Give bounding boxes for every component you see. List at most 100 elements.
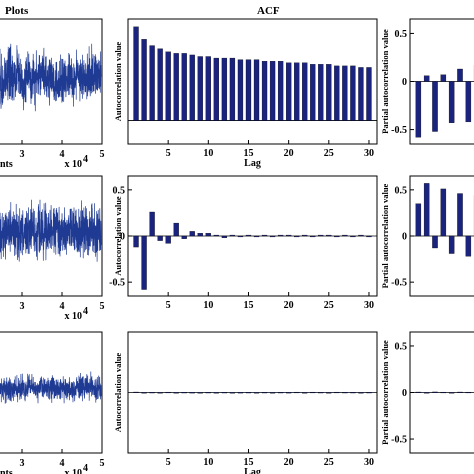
pacf2-bar: [440, 188, 447, 237]
acf2-bar: [213, 234, 219, 237]
acf2-panel: 5 10 15 20 25 30 0.5 0 -0.5 Autocorrelation value: [109, 175, 378, 311]
ts3-x-tick-label: 3: [20, 458, 25, 469]
acf2-x-tick-label: 10: [203, 300, 213, 311]
acf2-bar: [269, 235, 276, 238]
acf3-bar: [237, 392, 244, 394]
acf2-x-tick-label: 25: [324, 300, 334, 311]
acf1-bar: [286, 62, 292, 121]
acf2-bar: [358, 234, 364, 237]
acf1-bar: [165, 51, 171, 121]
acf1-x-tick-label: 5: [166, 148, 171, 159]
acf2-bar: [277, 234, 284, 237]
ts3-x-tick-label: 4: [60, 458, 65, 469]
pacf2-y-tick-label: -0.5: [391, 278, 407, 289]
acf3-bar: [221, 392, 228, 394]
acf3-bar: [181, 392, 187, 394]
acf3-bar: [277, 392, 284, 394]
ts1-x-tick-label: 5: [100, 149, 105, 160]
acf2-bar: [318, 234, 324, 237]
acf2-bar: [350, 235, 356, 238]
ts1-x-tick-label: 3: [20, 149, 25, 160]
acf1-frame: [127, 18, 378, 145]
acf2-bar: [133, 235, 139, 248]
ts3-signal-line: [0, 371, 102, 404]
acf2-bar: [366, 235, 372, 238]
pacf1-bar: [423, 75, 430, 82]
acf3-x-tick-label: 15: [243, 457, 253, 468]
acf1-bar: [181, 53, 187, 121]
acf3-x-tick-label: 10: [203, 457, 213, 468]
acf1-bar: [173, 53, 179, 121]
acf2-bar: [342, 234, 348, 237]
pacf1-y-tick-label: -0.5: [391, 125, 407, 136]
acf1-bar: [366, 67, 372, 121]
pacf3-bar: [465, 391, 472, 394]
acf1-bar: [253, 59, 260, 121]
acf3-bar: [189, 392, 195, 394]
acf3-bar: [213, 392, 219, 394]
acf2-bar: [261, 234, 268, 237]
ts1-signal-line: [0, 43, 102, 112]
ts1-x-tick-label: 4: [60, 149, 65, 160]
acf2-bar: [197, 233, 203, 237]
acf3-bar: [245, 392, 252, 394]
acf3-x-axis-label: Lag: [244, 467, 261, 474]
acf1-bar: [310, 64, 316, 121]
pacf2-bar: [432, 235, 438, 249]
acf1-bar: [229, 57, 236, 121]
pacf2-bar: [465, 235, 472, 257]
acf3-bar: [318, 392, 324, 394]
acf3-bar: [286, 392, 292, 394]
acf3-bar: [133, 391, 139, 393]
acf1-x-tick-label: 25: [324, 148, 334, 159]
acf3-bar: [141, 392, 147, 394]
acf2-y-tick-label: 0.5: [113, 185, 126, 196]
acf2-bar: [326, 234, 332, 237]
acf1-bar: [294, 62, 300, 121]
acf3-bar: [334, 391, 340, 394]
acf3-bar: [253, 392, 260, 394]
pacf1-bar: [432, 81, 438, 132]
acf2-bar: [221, 235, 228, 238]
acf1-bar: [213, 57, 219, 121]
acf2-x-tick-label: 15: [243, 300, 253, 311]
acf2-bar: [302, 234, 308, 237]
ts1-x-axis-label: nts: [0, 159, 13, 170]
pacf3-bar: [457, 391, 463, 393]
ts3-x-tick-label: 5: [100, 458, 105, 469]
pacf3-bar: [448, 392, 455, 394]
acf2-bar: [237, 235, 244, 238]
acf2-bar: [173, 222, 179, 237]
pacf2-y-tick-label: 0: [402, 232, 407, 243]
acf1-bar: [269, 61, 276, 121]
acf2-bar: [149, 211, 155, 237]
acf2-bar: [294, 235, 300, 238]
pacf2-bar: [448, 235, 455, 254]
acf1-bar: [261, 61, 268, 121]
acf3-bar: [310, 391, 316, 394]
acf1-y-axis-label: Autocorrelation value: [113, 42, 123, 122]
pacf1-bar: [415, 81, 422, 138]
pacf1-y-tick-label: 0: [402, 77, 407, 88]
acf1-bar: [189, 54, 195, 121]
ts3-x-axis-label: nts: [0, 468, 13, 474]
acf1-bar: [149, 45, 155, 121]
acf2-bar: [141, 235, 147, 290]
acf3-bar: [294, 391, 300, 394]
pacf2-y-axis-label: Partial autocorrelation value: [380, 183, 390, 288]
plots-header: Plots: [5, 5, 29, 17]
ts1-x-exponent: 4: [83, 154, 88, 165]
acf3-bar: [197, 392, 203, 394]
acf3-bar: [342, 392, 348, 394]
acf1-bar: [277, 61, 284, 121]
acf1-bar: [302, 62, 308, 121]
ts2-signal-line: [0, 199, 102, 262]
acf1-bar: [157, 48, 163, 121]
acf2-bar: [310, 235, 316, 238]
acf2-bar: [245, 234, 252, 237]
pacf2-bar: [423, 183, 430, 237]
ts3-panel: 3 4 5 x 10 4 nts: [0, 331, 105, 474]
ts2-x-tick-label: 3: [20, 301, 25, 312]
